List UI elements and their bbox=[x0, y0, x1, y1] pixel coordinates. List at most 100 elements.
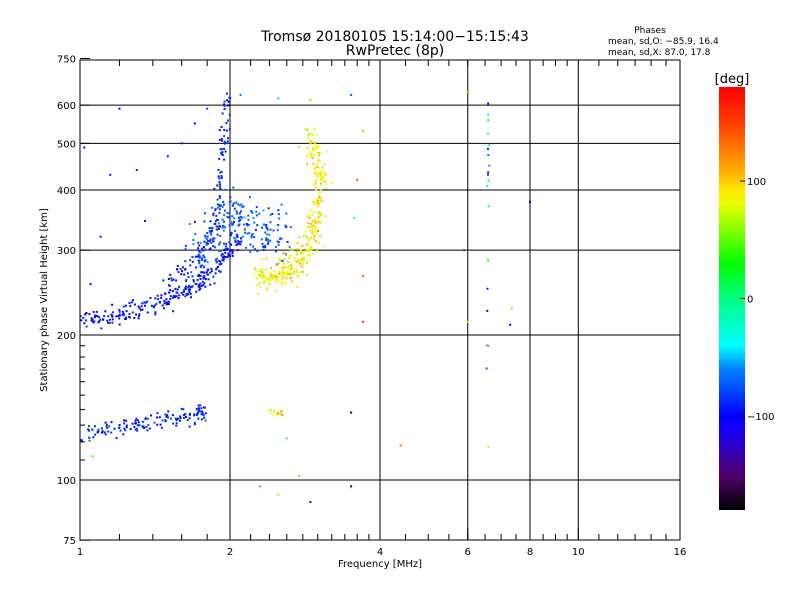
data-point bbox=[233, 217, 236, 220]
data-point bbox=[203, 281, 206, 284]
data-point bbox=[290, 264, 293, 267]
data-point bbox=[191, 255, 194, 258]
data-point bbox=[209, 283, 212, 286]
data-point bbox=[265, 237, 268, 240]
data-point bbox=[197, 253, 200, 256]
data-point bbox=[262, 209, 265, 212]
data-point bbox=[283, 271, 286, 274]
data-point bbox=[234, 238, 237, 241]
data-point bbox=[220, 137, 223, 140]
data-point bbox=[140, 305, 143, 308]
data-point bbox=[250, 236, 253, 239]
data-point bbox=[280, 237, 283, 240]
data-point bbox=[212, 245, 215, 248]
data-point bbox=[324, 180, 327, 183]
data-point bbox=[206, 261, 209, 264]
data-point bbox=[194, 233, 197, 236]
data-point bbox=[283, 258, 286, 261]
data-point bbox=[239, 93, 242, 96]
data-point bbox=[231, 254, 234, 257]
data-point bbox=[309, 142, 312, 145]
data-point bbox=[176, 288, 179, 291]
data-point bbox=[219, 241, 222, 244]
data-point bbox=[179, 415, 182, 418]
data-point bbox=[220, 175, 223, 178]
data-point bbox=[218, 250, 221, 253]
data-point bbox=[206, 235, 209, 238]
data-point bbox=[239, 237, 242, 240]
data-point bbox=[319, 160, 322, 163]
data-point bbox=[154, 297, 157, 300]
data-point bbox=[280, 278, 283, 281]
data-point bbox=[184, 285, 187, 288]
data-point bbox=[281, 259, 284, 262]
data-point bbox=[234, 240, 237, 243]
data-point bbox=[279, 260, 282, 263]
data-point bbox=[296, 270, 299, 273]
data-point bbox=[319, 189, 322, 192]
data-point bbox=[235, 233, 238, 236]
data-point bbox=[133, 425, 136, 428]
data-point bbox=[222, 220, 225, 223]
data-point bbox=[316, 166, 319, 169]
data-point bbox=[261, 268, 264, 271]
data-point bbox=[218, 211, 221, 214]
data-point bbox=[149, 296, 152, 299]
data-point bbox=[167, 303, 170, 306]
data-point bbox=[163, 292, 166, 295]
data-point bbox=[153, 304, 156, 307]
data-point bbox=[315, 186, 318, 189]
data-point bbox=[231, 252, 234, 255]
data-point bbox=[91, 318, 94, 321]
data-point bbox=[226, 137, 229, 140]
data-point bbox=[228, 96, 231, 99]
data-point bbox=[223, 129, 226, 132]
data-point bbox=[176, 268, 179, 271]
data-point bbox=[265, 223, 268, 226]
data-point bbox=[100, 327, 103, 330]
data-point bbox=[157, 298, 160, 301]
data-point bbox=[261, 226, 264, 229]
legend-heading: Phases bbox=[634, 26, 666, 36]
data-point bbox=[282, 281, 285, 284]
data-point bbox=[206, 238, 209, 241]
data-point bbox=[277, 97, 280, 100]
data-point bbox=[240, 210, 243, 213]
data-point bbox=[251, 211, 254, 214]
data-point bbox=[226, 256, 229, 259]
data-point bbox=[487, 171, 490, 174]
data-point bbox=[236, 236, 239, 239]
data-point bbox=[181, 266, 184, 269]
data-point bbox=[250, 210, 253, 213]
data-point bbox=[486, 287, 489, 290]
data-point bbox=[113, 427, 116, 430]
data-point bbox=[312, 203, 315, 206]
data-point bbox=[197, 247, 200, 250]
data-point bbox=[163, 299, 166, 302]
legend-o-stats: mean, sd,O: −85.9, 16.4 bbox=[608, 37, 719, 47]
data-point bbox=[219, 249, 222, 252]
data-point bbox=[115, 436, 118, 439]
data-point bbox=[277, 262, 280, 265]
data-point bbox=[168, 291, 171, 294]
data-point bbox=[111, 321, 114, 324]
data-point bbox=[205, 271, 208, 274]
data-point bbox=[225, 92, 228, 95]
data-point bbox=[299, 271, 302, 274]
data-point bbox=[254, 268, 257, 271]
data-point bbox=[188, 412, 191, 415]
data-point bbox=[242, 205, 245, 208]
data-point bbox=[111, 315, 114, 318]
data-point bbox=[313, 217, 316, 220]
data-point bbox=[308, 250, 311, 253]
data-point bbox=[192, 280, 195, 283]
data-point bbox=[96, 315, 99, 318]
data-point bbox=[164, 420, 167, 423]
data-point bbox=[162, 279, 165, 282]
data-point bbox=[121, 310, 124, 313]
data-point bbox=[184, 287, 187, 290]
data-point bbox=[170, 277, 173, 280]
data-point bbox=[308, 254, 311, 257]
data-point bbox=[149, 414, 152, 417]
data-point bbox=[223, 249, 226, 252]
